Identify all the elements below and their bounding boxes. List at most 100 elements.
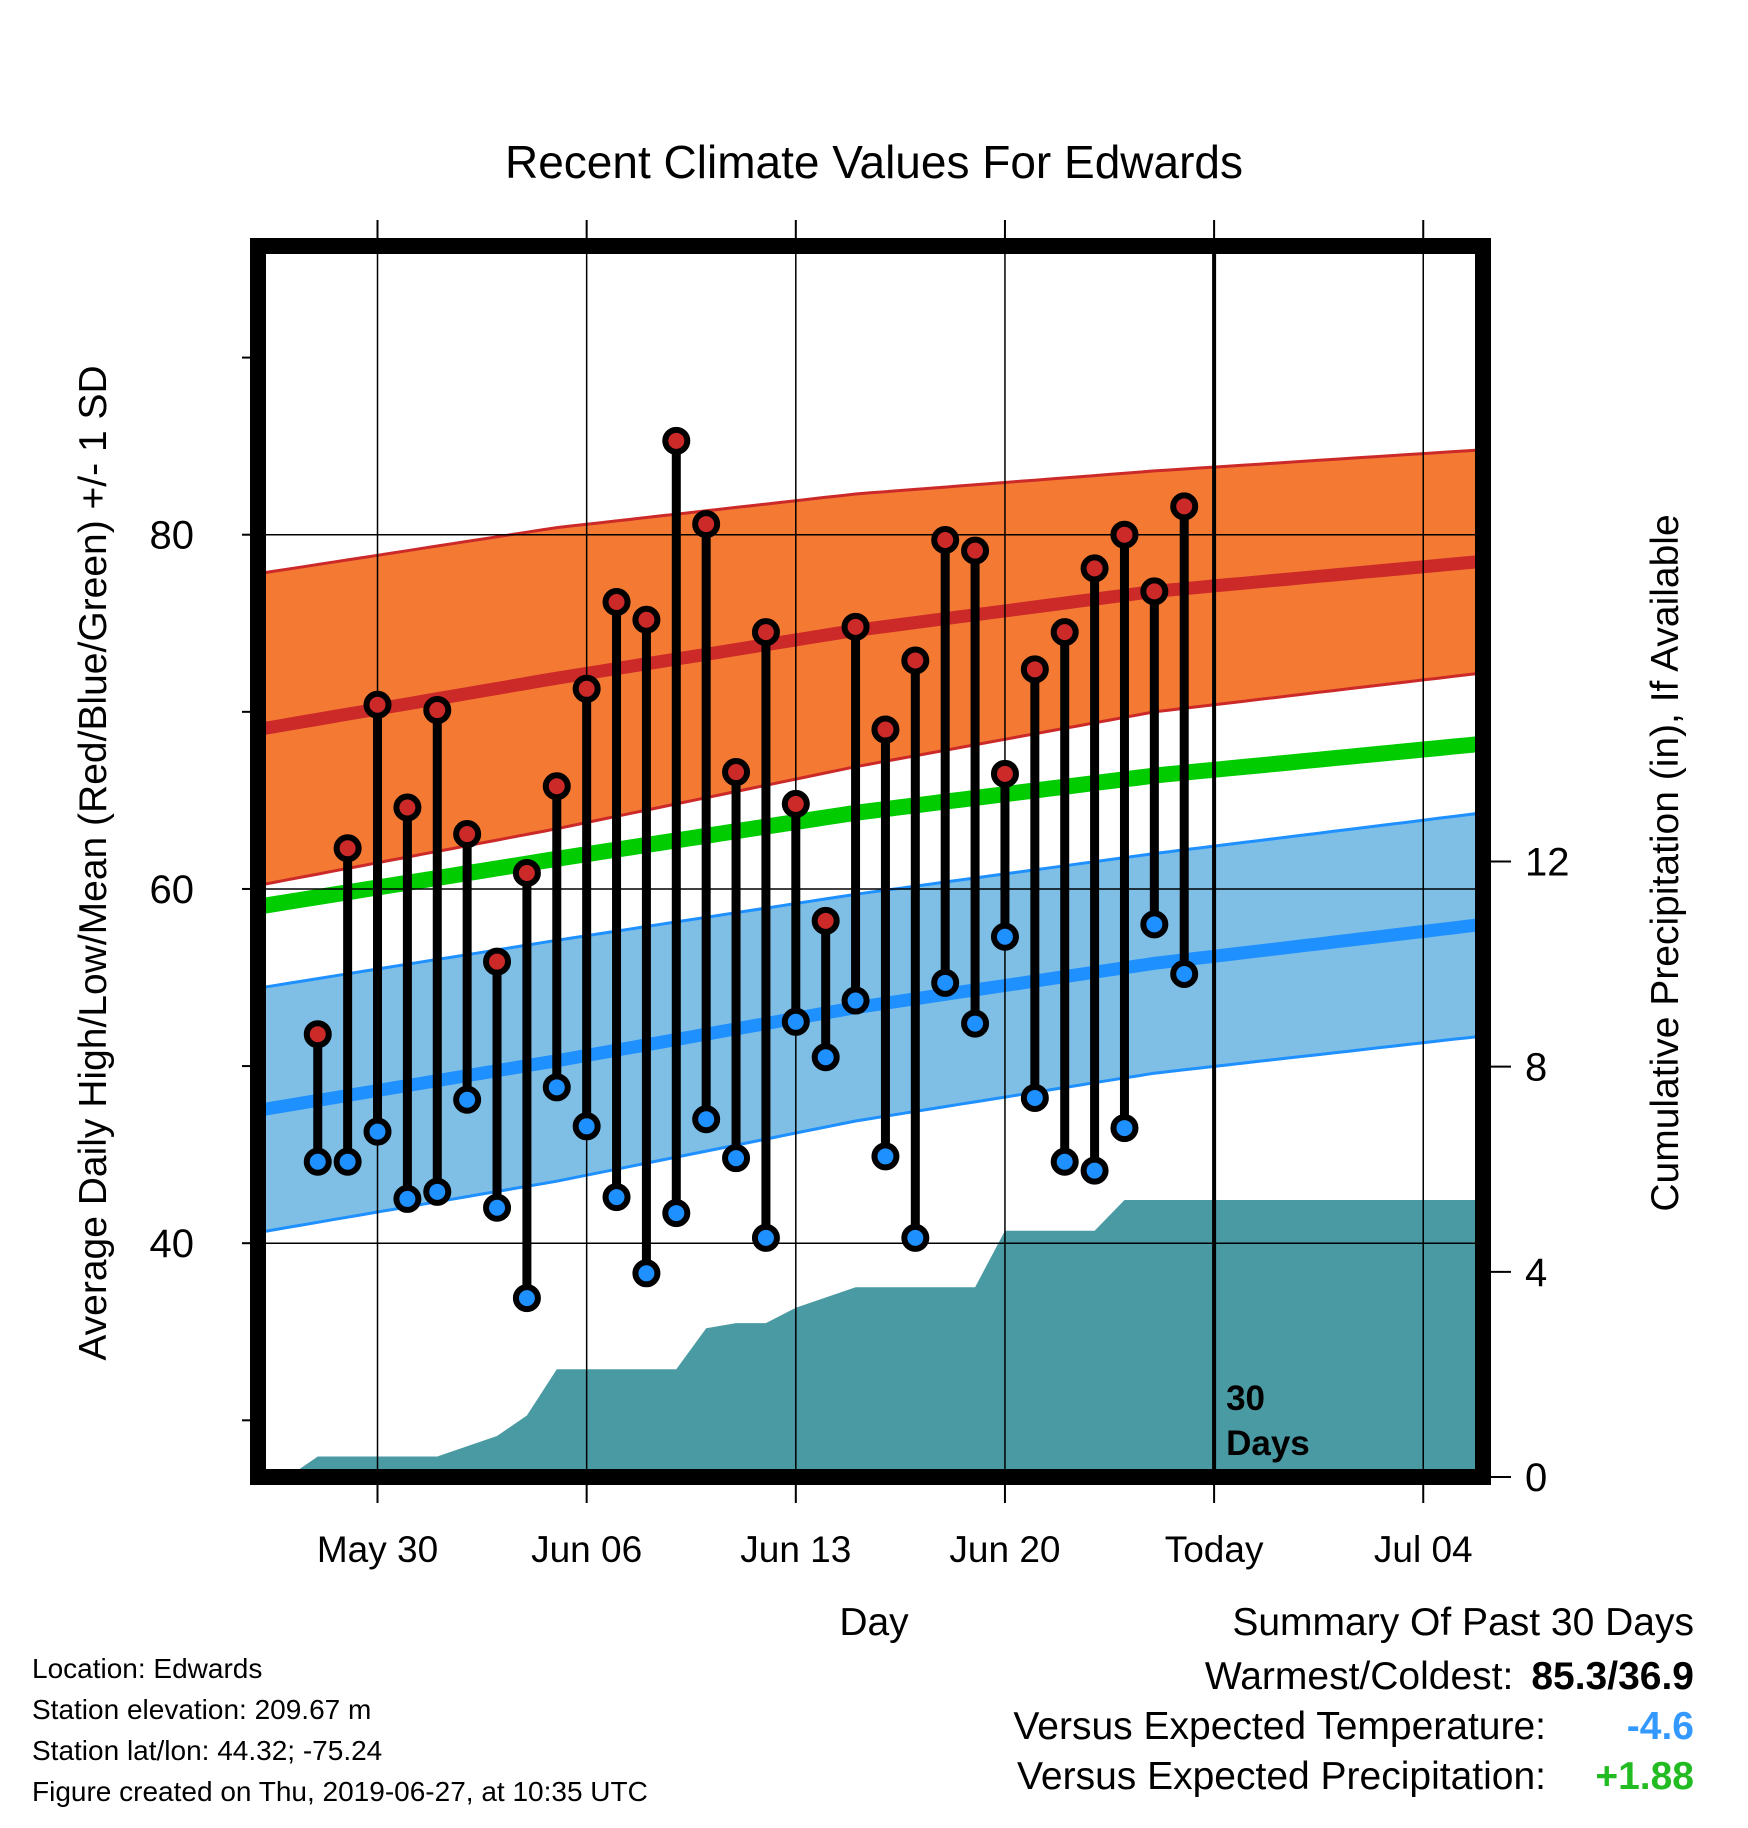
avg-mean-line — [258, 735, 1483, 915]
station-location: Location: Edwards — [32, 1653, 263, 1684]
y-tick-label-left: 80 — [150, 514, 195, 558]
high-point — [423, 696, 452, 725]
summary-panel: Summary Of Past 30 Days Warmest/Coldest:… — [1013, 1598, 1694, 1802]
low-point — [1110, 1114, 1139, 1143]
plot-content: 30 Days — [258, 246, 1483, 1477]
low-point — [1140, 910, 1169, 939]
low-point — [483, 1193, 512, 1222]
low-point — [901, 1223, 930, 1252]
plot-frame — [250, 238, 1491, 1485]
low-point — [781, 1007, 810, 1036]
high-point — [542, 772, 571, 801]
high-point — [901, 646, 930, 675]
high-normal-band-upper-edge — [258, 448, 1483, 576]
warmest-value: 85.3/36.9 — [1531, 1655, 1694, 1698]
high-point — [841, 612, 870, 641]
temp-anomaly-value: -4.6 — [1626, 1705, 1694, 1748]
today-days-label: 30 — [1226, 1379, 1265, 1418]
low-point — [871, 1142, 900, 1171]
precip-anomaly-value: +1.88 — [1595, 1755, 1694, 1798]
low-point — [602, 1183, 631, 1212]
high-point — [1140, 577, 1169, 606]
low-normal-band-upper-edge — [258, 811, 1483, 990]
high-point — [1170, 492, 1199, 521]
y-tick-label-right: 8 — [1525, 1046, 1547, 1090]
high-point — [393, 793, 422, 822]
axes: May 30 Jun 06 Jun 13 Jun 20 Today Jul 0440608… — [150, 220, 1570, 1570]
low-point — [453, 1085, 482, 1114]
x-tick-label: Jun 20 — [949, 1529, 1060, 1570]
low-point — [931, 968, 960, 997]
low-point — [542, 1073, 571, 1102]
low-point — [363, 1117, 392, 1146]
high-point — [363, 690, 392, 719]
low-point — [811, 1043, 840, 1072]
y-axis-label-left: Average Daily High/Low/Mean (Red/Blue/Gr… — [72, 365, 115, 1360]
high-point — [811, 906, 840, 935]
precip-anomaly-label: Versus Expected Precipitation: — [1017, 1755, 1546, 1798]
y-tick-label-right: 0 — [1525, 1456, 1547, 1500]
low-point — [692, 1105, 721, 1134]
high-point — [572, 674, 601, 703]
x-tick-label: Jul 04 — [1374, 1529, 1473, 1570]
low-point — [1020, 1083, 1049, 1112]
low-point — [1080, 1156, 1109, 1185]
station-latlon: Station lat/lon: 44.32; -75.24 — [32, 1735, 383, 1766]
high-point — [961, 536, 990, 565]
summary-row-warmest: Warmest/Coldest: 85.3/36.9 — [1013, 1652, 1694, 1702]
summary-title: Summary Of Past 30 Days — [1232, 1601, 1694, 1644]
figure-created: Figure created on Thu, 2019-06-27, at 10… — [32, 1776, 648, 1807]
today-days-label: Days — [1226, 1424, 1310, 1463]
high-point — [632, 605, 661, 634]
high-point — [483, 947, 512, 976]
x-tick-label: Jun 13 — [740, 1529, 851, 1570]
low-point — [632, 1259, 661, 1288]
station-elevation: Station elevation: 209.67 m — [32, 1694, 372, 1725]
low-point — [751, 1223, 780, 1252]
low-point — [512, 1284, 541, 1313]
y-axis-label-right: Cumulative Precipitation (in), If Availa… — [1644, 514, 1687, 1211]
x-tick-label: Jun 06 — [531, 1529, 642, 1570]
summary-row-temperature: Versus Expected Temperature: -4.6 — [1013, 1702, 1694, 1752]
high-mean-line — [258, 554, 1483, 736]
low-point — [1050, 1147, 1079, 1176]
high-point — [692, 510, 721, 539]
low-normal-band-lower-edge — [258, 1034, 1483, 1235]
low-point — [393, 1184, 422, 1213]
low-point — [722, 1144, 751, 1173]
temp-anomaly-label: Versus Expected Temperature: — [1013, 1705, 1546, 1748]
high-point — [1050, 618, 1079, 647]
low-normal-band — [258, 812, 1483, 1233]
low-point — [333, 1147, 362, 1176]
high-point — [1080, 554, 1109, 583]
high-point — [990, 759, 1019, 788]
high-point — [1020, 655, 1049, 684]
y-tick-label-left: 40 — [150, 1222, 195, 1266]
high-point — [662, 426, 691, 455]
low-point — [961, 1009, 990, 1038]
high-point — [303, 1020, 332, 1049]
summary-row-precipitation: Versus Expected Precipitation: +1.88 — [1013, 1752, 1694, 1802]
high-point — [602, 588, 631, 617]
high-point — [333, 834, 362, 863]
y-tick-label-right: 12 — [1525, 841, 1570, 885]
x-tick-label: Today — [1165, 1529, 1264, 1570]
low-point — [1170, 959, 1199, 988]
x-tick-label: May 30 — [317, 1529, 438, 1570]
low-point — [572, 1112, 601, 1141]
y-tick-label-left: 60 — [150, 868, 195, 912]
low-point — [990, 922, 1019, 951]
high-point — [871, 715, 900, 744]
high-point — [453, 820, 482, 849]
low-point — [423, 1177, 452, 1206]
high-point — [722, 758, 751, 787]
y-tick-label-right: 4 — [1525, 1251, 1547, 1295]
low-point — [662, 1199, 691, 1228]
high-point — [512, 859, 541, 888]
high-point — [751, 618, 780, 647]
warmest-label: Warmest/Coldest: — [1204, 1655, 1514, 1698]
low-point — [841, 986, 870, 1015]
low-mean-line — [258, 917, 1483, 1117]
low-point — [303, 1147, 332, 1176]
